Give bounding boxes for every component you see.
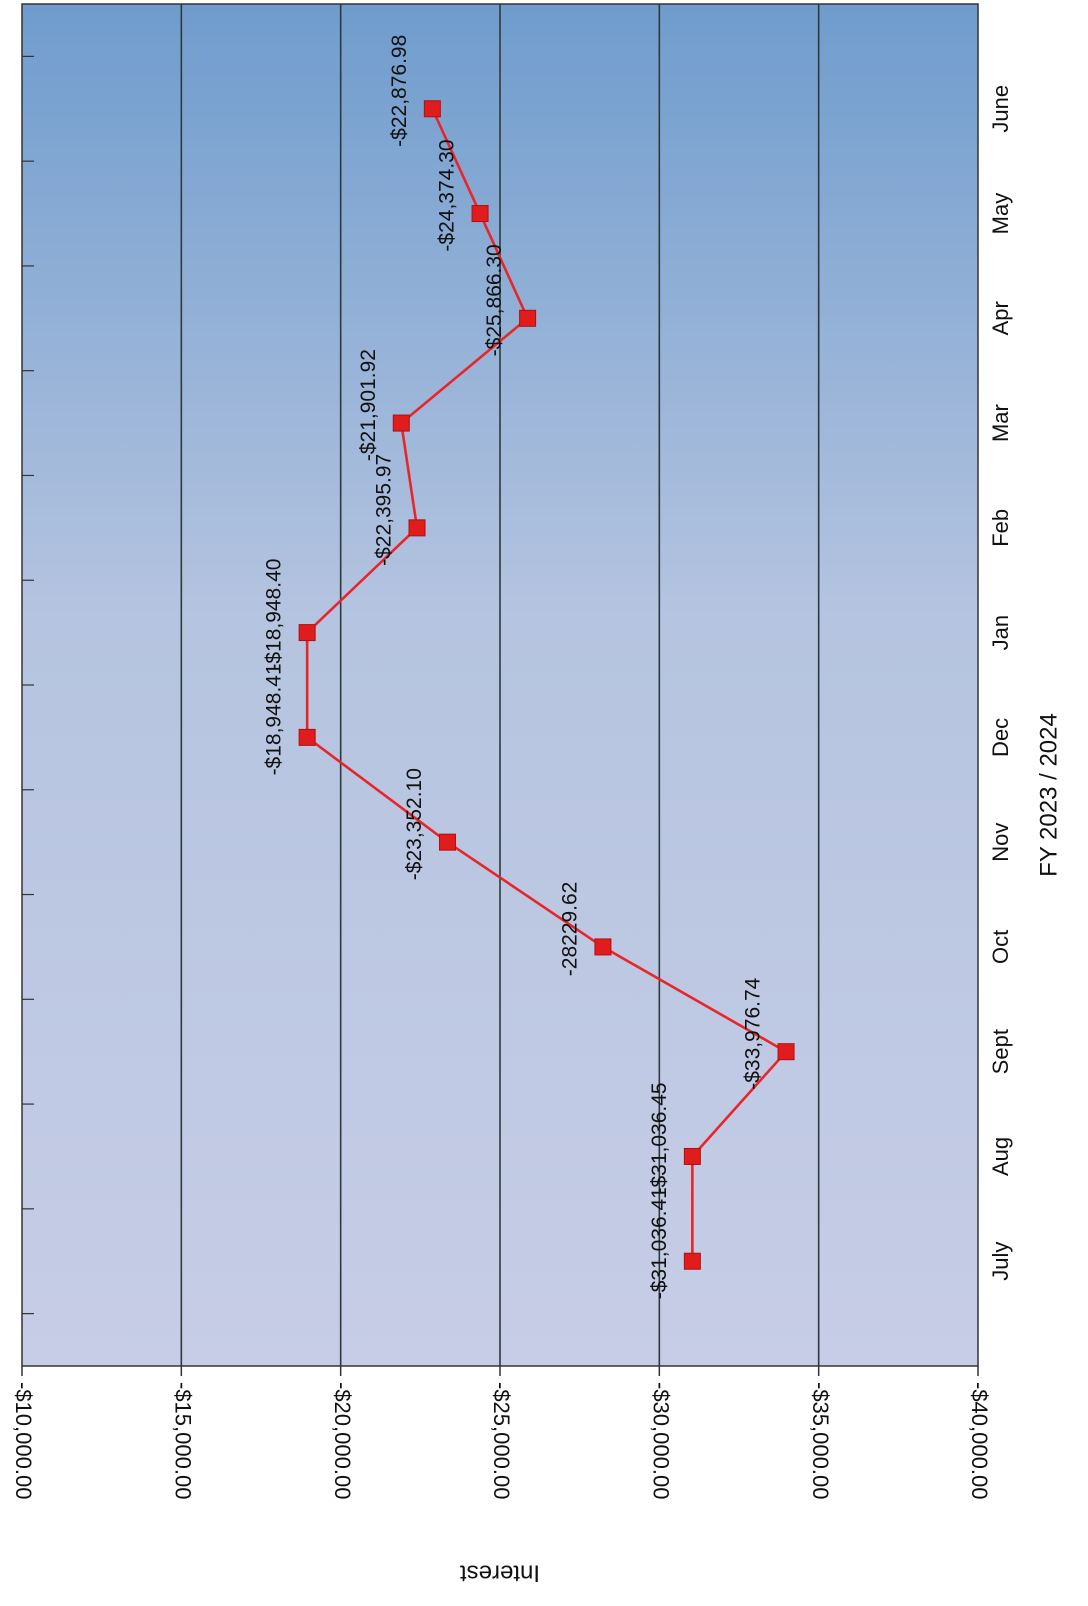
data-point-marker [408,519,426,537]
y-tick-label: -$25,000.00 [489,1382,514,1499]
series-markers [298,100,795,1270]
data-label: -$22,876.98 [388,35,411,147]
y-axis-tick-labels: -$10,000.00 -$15,000.00 -$20,000.00 -$25,00… [11,1382,992,1499]
x-axis-tick-labels: July Aug Sept Oct Nov Dec Jan Feb Mar Apr May June [988,85,1013,1281]
data-point-marker [298,624,316,642]
x-tick-label: Sept [988,1029,1013,1074]
data-point-marker [519,309,537,327]
y-tick-label: -$20,000.00 [330,1382,355,1499]
x-tick-label: Nov [988,823,1013,862]
x-tick-label: Jan [988,615,1013,650]
data-label: -$21,901.92 [357,349,380,461]
data-point-marker [683,1252,701,1270]
x-tick-label: June [988,85,1013,133]
data-point-marker [683,1147,701,1165]
x-tick-label: July [988,1242,1013,1281]
x-tick-label: Apr [988,301,1013,335]
data-point-marker [392,414,410,432]
data-point-marker [777,1043,795,1061]
x-tick-label: Dec [988,718,1013,757]
x-axis-ticks [22,55,34,1315]
data-label: -$25,866.30 [483,244,506,356]
y-axis-title: Interest [460,1560,540,1587]
data-labels: -$31,036.41-$31,036.45 -$33,976.74 -28229.… [263,35,765,1300]
y-tick-label: -$35,000.00 [808,1382,833,1499]
data-label: -$33,976.74 [742,977,765,1089]
data-label: -28229.62 [558,882,581,977]
data-label: -$24,374.30 [436,139,459,251]
series-line-path [305,108,788,1262]
y-tick-label: -$15,000.00 [171,1382,196,1499]
x-tick-label: Oct [988,930,1013,964]
data-label: -$18,948.41 [263,663,286,775]
series-line [305,108,788,1262]
x-tick-label: Mar [988,404,1013,442]
data-point-marker [298,728,316,746]
data-label: -$23,352.10 [403,768,426,880]
data-label: -$31,036.41 [648,1187,671,1299]
data-point-marker [594,938,612,956]
x-tick-label: Feb [988,509,1013,547]
data-label: -$31,036.45 [648,1082,671,1194]
x-tick-label: May [988,193,1013,235]
data-point-marker [438,833,456,851]
data-label: -$22,395.97 [373,454,396,566]
y-tick-label: -$10,000.00 [11,1382,36,1499]
x-tick-label: Aug [988,1137,1013,1176]
data-point-marker [471,205,489,223]
y-tick-label: -$40,000.00 [967,1382,992,1499]
grid-lines [21,4,979,1376]
x-axis-title: FY 2023 / 2024 [1035,713,1062,877]
y-tick-label: -$30,000.00 [649,1382,674,1499]
data-point-marker [423,100,441,118]
data-label: -$18,948.40 [263,559,286,671]
